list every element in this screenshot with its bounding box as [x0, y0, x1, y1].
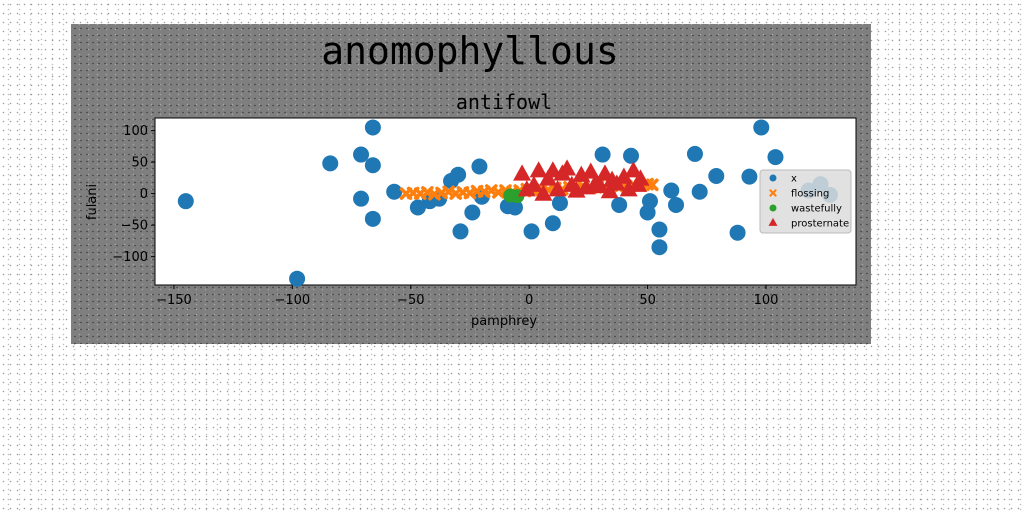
x-axis-label: pamphrey [471, 314, 537, 329]
x-tick-label: 100 [754, 293, 779, 308]
chart-title: antifowl [456, 90, 552, 114]
data-point [691, 183, 708, 200]
data-point [641, 193, 658, 210]
data-point [624, 161, 643, 178]
data-point [523, 223, 540, 240]
legend-label: prosternate [791, 219, 849, 230]
y-tick-label: 0 [140, 187, 148, 202]
legend-label: wastefully [791, 204, 842, 215]
data-point [611, 196, 628, 213]
data-point [646, 178, 659, 192]
data-point [619, 180, 638, 197]
data-point [409, 199, 426, 216]
y-tick-label: 100 [123, 124, 148, 139]
data-point [686, 145, 703, 162]
data-point [364, 210, 381, 227]
data-point [539, 169, 558, 186]
y-tick-label: 50 [131, 156, 148, 171]
data-point [594, 146, 611, 163]
x-tick-label: −50 [397, 293, 424, 308]
data-point [450, 166, 467, 183]
data-point [464, 204, 481, 221]
data-point [471, 158, 488, 175]
legend-marker [769, 174, 777, 182]
data-point [177, 193, 194, 210]
y-axis-label: fulani [85, 184, 100, 220]
y-tick-label: −50 [121, 219, 148, 234]
x-tick-label: 50 [639, 293, 656, 308]
data-point [534, 184, 553, 201]
data-point [524, 175, 543, 192]
data-point [623, 147, 640, 164]
data-point [651, 221, 668, 238]
data-marks [177, 119, 838, 287]
legend-marker [769, 204, 777, 212]
legend-marker [769, 189, 777, 197]
data-point [558, 159, 577, 176]
axis-ticks: −150 −100 −50 0 50 100 −100 −50 0 50 100 [112, 124, 778, 308]
legend-label: x [791, 174, 797, 185]
data-point [289, 270, 306, 287]
chart-suptitle: anomophyllous [321, 29, 618, 73]
data-point [614, 167, 633, 184]
data-point [353, 190, 370, 207]
x-tick-label: −100 [274, 293, 310, 308]
data-point [548, 180, 567, 197]
data-point [506, 199, 523, 216]
data-point [651, 239, 668, 256]
data-point [631, 169, 650, 186]
data-point [322, 155, 339, 172]
data-point [364, 157, 381, 174]
data-point [517, 180, 536, 197]
data-point [663, 182, 680, 199]
series-prosternate [513, 159, 650, 201]
data-point [551, 195, 568, 212]
data-point [741, 168, 758, 185]
data-point [544, 215, 561, 232]
data-point [767, 149, 784, 166]
data-point [452, 223, 469, 240]
y-tick-label: −100 [112, 250, 148, 265]
x-tick-label: 0 [525, 293, 533, 308]
data-point [591, 176, 610, 194]
data-point [529, 161, 548, 178]
data-point [708, 167, 725, 184]
legend-marker [768, 217, 778, 226]
data-point [753, 119, 770, 136]
legend: x flossing wastefully prosternate [759, 169, 852, 234]
legend-label: flossing [791, 189, 829, 200]
legend-box [759, 169, 852, 234]
data-point [729, 224, 746, 241]
data-point [513, 164, 532, 181]
data-point [668, 196, 685, 213]
x-tick-label: −150 [156, 293, 192, 308]
data-point [353, 146, 370, 163]
data-point [577, 178, 596, 195]
data-point [386, 183, 403, 200]
data-point [364, 119, 381, 136]
